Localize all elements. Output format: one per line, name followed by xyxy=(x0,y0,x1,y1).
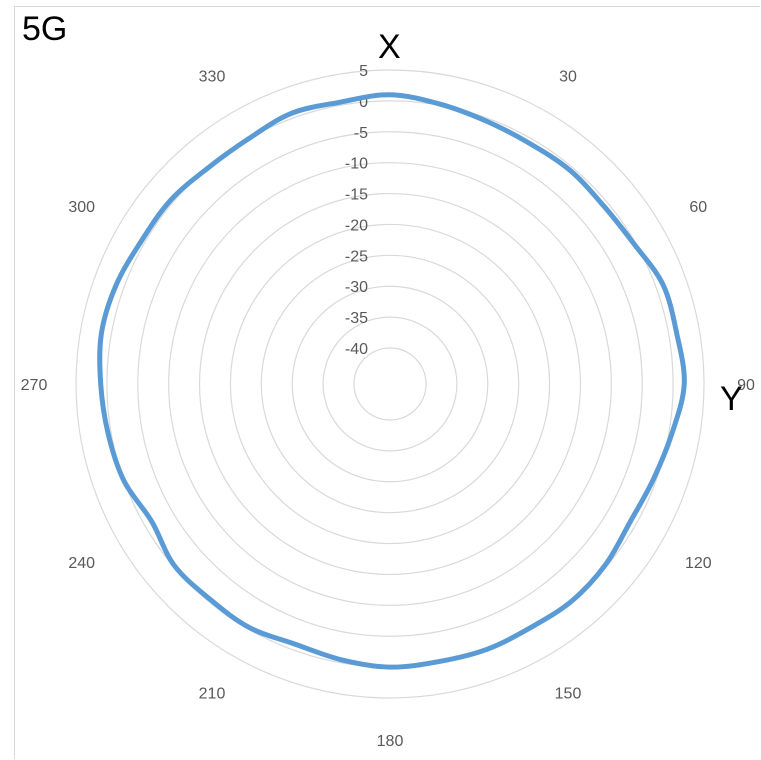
radial-tick-label: -40 xyxy=(345,341,368,358)
angle-tick-label: 300 xyxy=(68,199,95,216)
radial-grid xyxy=(75,69,705,699)
grid-ring xyxy=(353,347,427,421)
grid-ring xyxy=(198,192,582,576)
radial-tick-label: -10 xyxy=(345,156,368,173)
angle-tick-label: 90 xyxy=(737,377,755,394)
grid-ring xyxy=(229,223,551,545)
series-line xyxy=(97,92,687,670)
angle-tick-label: 240 xyxy=(68,555,95,572)
radial-tick-label: -5 xyxy=(354,125,368,142)
grid-ring xyxy=(137,131,643,637)
grid-ring xyxy=(291,285,489,483)
radial-tick-labels: 5 0 -5 -10 -15 -20 -25 -30 -35 -40 xyxy=(345,63,368,358)
grid-ring xyxy=(168,162,612,606)
radial-tick-label: -25 xyxy=(345,248,368,265)
angle-tick-label: 270 xyxy=(21,377,48,394)
angle-tick-label: 120 xyxy=(685,555,712,572)
grid-ring xyxy=(322,316,458,452)
angle-tick-label: 150 xyxy=(555,685,582,702)
radial-tick-label: -30 xyxy=(345,279,368,296)
chart-frame xyxy=(14,6,760,759)
grid-ring xyxy=(260,254,520,514)
angle-tick-labels: 30 60 90 120 150 180 210 240 270 300 330 xyxy=(21,69,755,750)
series-layer xyxy=(97,92,687,670)
angle-tick-label: 180 xyxy=(377,733,404,750)
radial-tick-label: 5 xyxy=(359,63,368,80)
grid-ring xyxy=(75,69,705,699)
chart-title: 5G xyxy=(22,10,67,48)
radial-tick-label: 0 xyxy=(359,94,368,111)
angle-tick-label: 60 xyxy=(689,199,707,216)
y-axis-label: Y xyxy=(720,380,743,418)
angle-tick-label: 30 xyxy=(559,69,577,86)
radial-tick-label: -35 xyxy=(345,310,368,327)
radial-tick-label: -20 xyxy=(345,217,368,234)
angle-tick-label: 330 xyxy=(199,69,226,86)
angle-tick-label: 210 xyxy=(199,685,226,702)
x-axis-label: X xyxy=(378,28,401,66)
radial-tick-label: -15 xyxy=(345,187,368,204)
